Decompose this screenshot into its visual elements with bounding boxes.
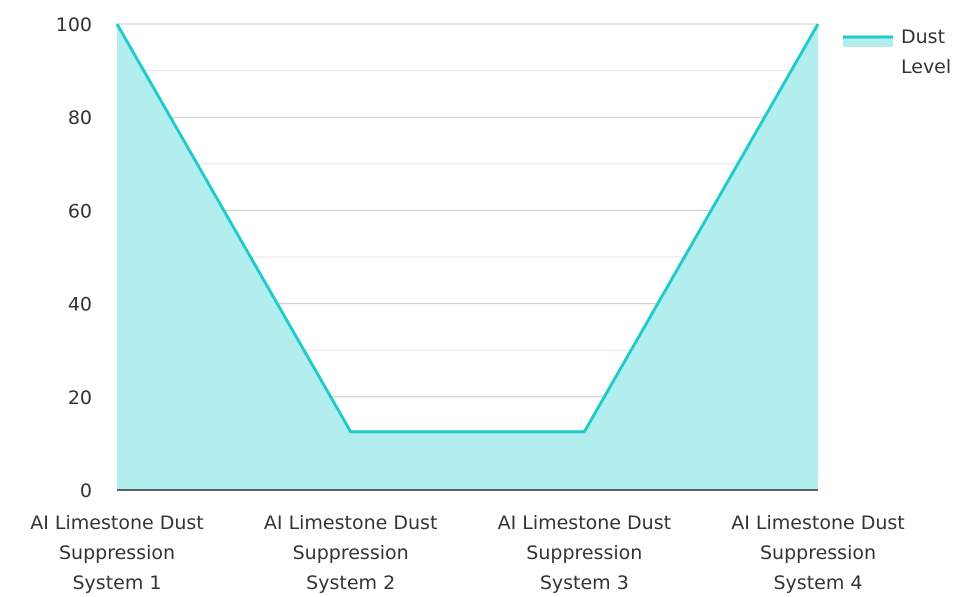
legend-swatch-fill <box>843 37 893 47</box>
x-tick-label: AI Limestone Dust Suppression System 1 <box>30 512 203 594</box>
x-tick-label-line: System 1 <box>73 572 162 594</box>
x-tick-label-line: AI Limestone Dust <box>30 512 203 534</box>
x-tick-label-line: Suppression <box>760 542 876 564</box>
x-tick-label-line: AI Limestone Dust <box>498 512 671 534</box>
y-tick-label: 0 <box>80 480 92 502</box>
x-tick-label: AI Limestone Dust Suppression System 2 <box>264 512 437 594</box>
legend-label-line: Level <box>901 56 951 78</box>
y-tick-label: 40 <box>68 294 92 316</box>
y-tick-label: 80 <box>68 107 92 129</box>
series-line-0 <box>115 23 820 434</box>
x-tick-label-line: AI Limestone Dust <box>731 512 904 534</box>
y-tick-label: 20 <box>68 387 92 409</box>
x-tick-label: AI Limestone Dust Suppression System 3 <box>498 512 671 594</box>
tick-labels: 0 20 40 60 80 100 AI Limestone Dust Suppression… <box>30 14 904 594</box>
x-tick-label-line: System 4 <box>774 572 863 594</box>
x-tick-label-line: System 3 <box>540 572 629 594</box>
x-tick-label-line: Suppression <box>59 542 175 564</box>
x-tick-label: AI Limestone Dust Suppression System 4 <box>731 512 904 594</box>
area-fill-series-0 <box>117 24 818 490</box>
x-tick-label-line: AI Limestone Dust <box>264 512 437 534</box>
x-tick-label-line: Suppression <box>526 542 642 564</box>
legend: Dust Level <box>843 26 951 78</box>
legend-label-line: Dust <box>901 26 945 48</box>
y-tick-label: 60 <box>68 200 92 222</box>
area-series <box>115 23 820 490</box>
y-tick-label: 100 <box>56 14 92 36</box>
legend-label: Dust Level <box>901 26 951 78</box>
x-tick-label-line: System 2 <box>306 572 395 594</box>
x-tick-label-line: Suppression <box>293 542 409 564</box>
